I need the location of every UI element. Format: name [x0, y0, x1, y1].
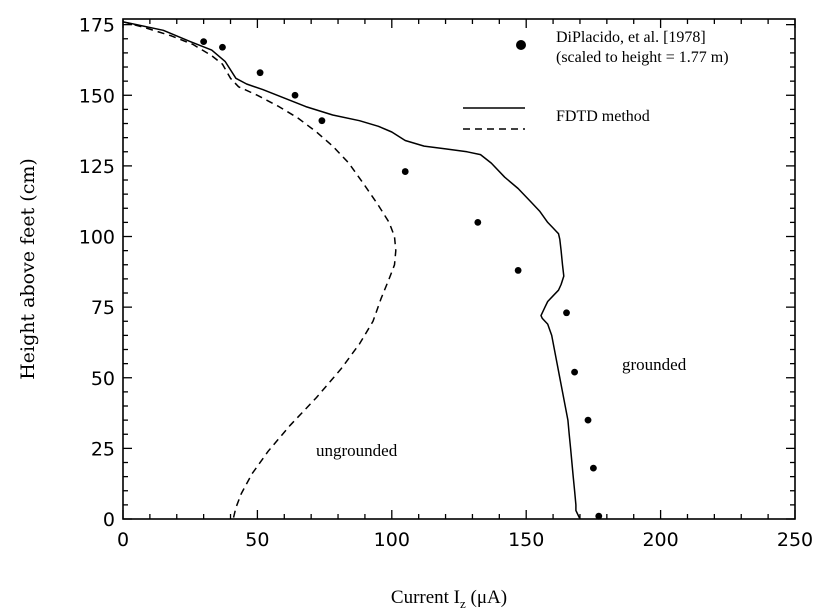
- data-point: [200, 38, 208, 45]
- legend-fdtd-label: FDTD method: [556, 108, 650, 125]
- dashed-series-line: [122, 21, 397, 520]
- legend-dots-label-line1: DiPlacido, et al. [1978]: [556, 29, 706, 46]
- x-tick-label: 50: [245, 529, 269, 551]
- data-point: [219, 43, 226, 51]
- y-tick-label: 125: [79, 156, 115, 178]
- axis-ticks: [122, 19, 796, 520]
- x-tick-label: 0: [117, 529, 129, 551]
- data-point: [256, 69, 264, 77]
- x-tick-label: 100: [374, 529, 410, 551]
- data-point: [291, 91, 299, 99]
- axis-tick-labels: 0 50 100 150 200 250 0 25 50 75 100 125 150 175: [79, 15, 813, 551]
- solid-series-line: [122, 21, 581, 520]
- data-point: [514, 267, 522, 274]
- data-point: [401, 168, 409, 175]
- y-axis-label: Height above feet (cm): [17, 158, 39, 380]
- y-tick-label: 50: [91, 368, 115, 390]
- data-point: [563, 309, 570, 317]
- x-tick-label: 200: [642, 529, 678, 551]
- annotation-ungrounded: ungrounded: [316, 441, 398, 460]
- plot-frame: [122, 18, 796, 520]
- y-tick-label: 175: [79, 15, 115, 37]
- y-tick-label: 100: [79, 227, 115, 249]
- data-point: [590, 464, 597, 472]
- data-point: [318, 117, 326, 125]
- y-tick-label: 150: [79, 85, 115, 107]
- x-tick-label: 150: [508, 529, 544, 551]
- x-axis-label-subscript: z: [460, 596, 466, 611]
- data-point: [474, 218, 482, 226]
- data-point: [595, 512, 603, 520]
- legend-dots-label-line2: (scaled to height = 1.77 m): [556, 49, 729, 66]
- x-axis-label-unit: (μA): [466, 587, 507, 608]
- legend-dots-marker: [516, 40, 526, 50]
- y-tick-label: 75: [91, 297, 115, 319]
- data-series: [122, 21, 603, 520]
- data-point: [584, 416, 592, 424]
- y-tick-label: 0: [103, 509, 115, 531]
- data-point: [571, 368, 578, 376]
- annotation-grounded: grounded: [622, 355, 687, 374]
- plot-border: [122, 18, 796, 520]
- legend: DiPlacido, et al. [1978] (scaled to heig…: [463, 29, 729, 130]
- x-axis-label: Current Iz (μA): [391, 587, 507, 611]
- x-axis-label-main: Current I: [391, 587, 460, 608]
- x-tick-label: 250: [777, 529, 813, 551]
- y-tick-label: 25: [91, 438, 115, 460]
